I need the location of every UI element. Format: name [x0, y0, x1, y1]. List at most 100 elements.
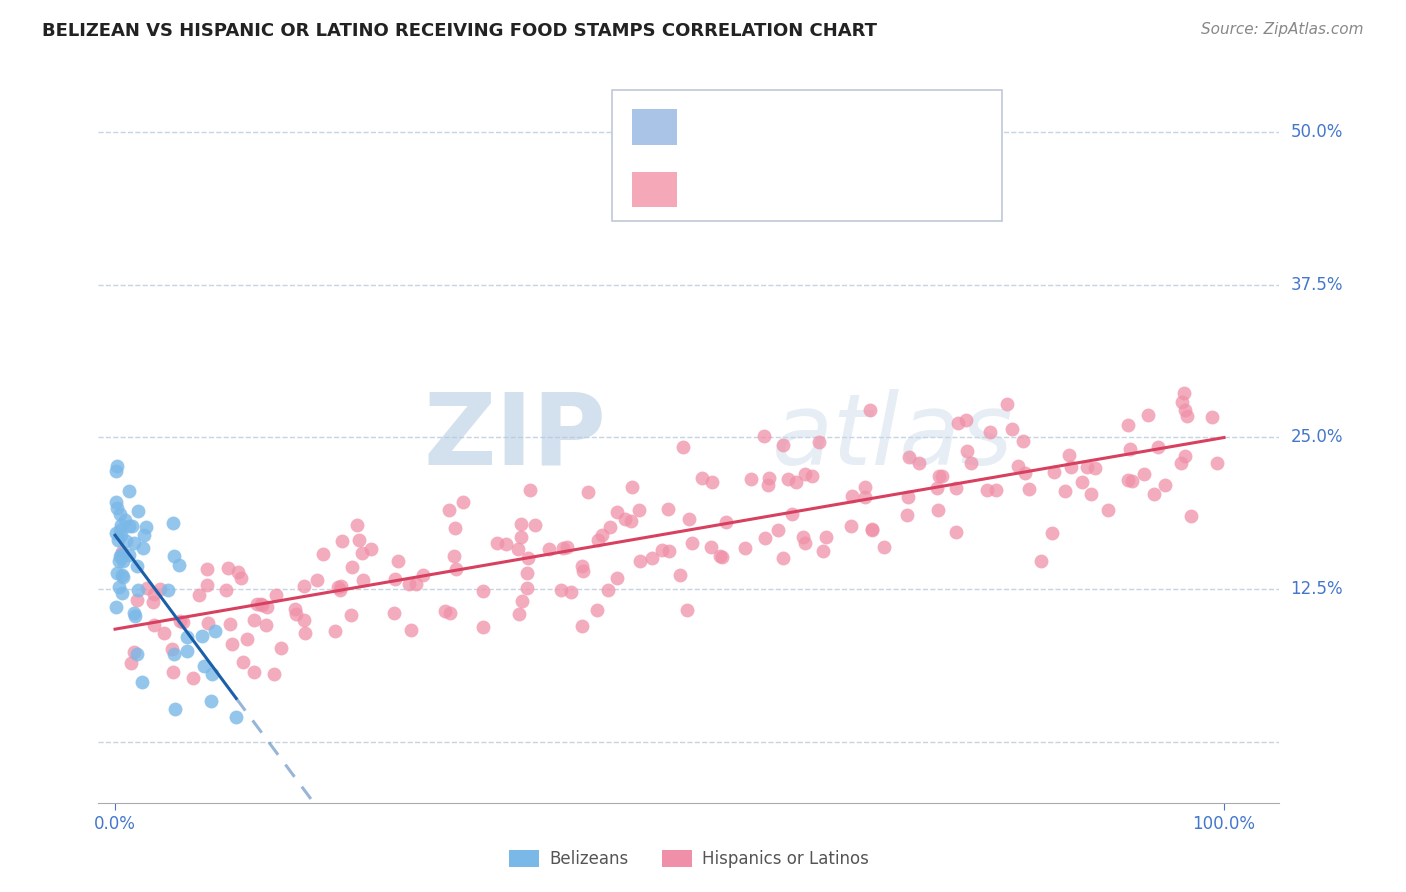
Point: [405, 576, 427, 591]
Point: [163, 647, 186, 661]
Point: [1121, 474, 1143, 488]
Point: [841, 489, 863, 503]
Point: [329, 583, 352, 598]
Point: [571, 619, 593, 633]
Point: [1119, 442, 1142, 456]
Point: [398, 577, 420, 591]
Point: [1060, 459, 1083, 474]
Point: [925, 481, 948, 495]
Point: [160, 641, 183, 656]
Point: [433, 604, 456, 618]
Text: BELIZEAN VS HISPANIC OR LATINO RECEIVING FOOD STAMPS CORRELATION CHART: BELIZEAN VS HISPANIC OR LATINO RECEIVING…: [42, 22, 877, 40]
Point: [156, 582, 179, 597]
Point: [330, 578, 353, 592]
Point: [758, 471, 780, 485]
Point: [1014, 466, 1036, 480]
Point: [792, 530, 814, 544]
Point: [384, 573, 406, 587]
Point: [1071, 475, 1094, 489]
Point: [292, 579, 315, 593]
Point: [588, 533, 610, 547]
Point: [399, 624, 422, 638]
Point: [471, 584, 494, 599]
Point: [811, 544, 834, 558]
Point: [256, 600, 278, 615]
Point: [641, 551, 664, 566]
Point: [346, 517, 368, 532]
Point: [197, 616, 219, 631]
Point: [193, 659, 215, 673]
Point: [519, 483, 541, 497]
Point: [201, 667, 224, 681]
Point: [555, 540, 578, 554]
Point: [1201, 409, 1223, 424]
Point: [176, 630, 198, 644]
Point: [1180, 508, 1202, 523]
Point: [252, 598, 274, 612]
Point: [995, 397, 1018, 411]
Point: [979, 425, 1001, 439]
Point: [1007, 458, 1029, 473]
Point: [284, 601, 307, 615]
Point: [117, 548, 139, 562]
Point: [127, 583, 149, 598]
Point: [754, 429, 776, 443]
Point: [734, 541, 756, 555]
Point: [860, 522, 883, 536]
Point: [801, 468, 824, 483]
Point: [1057, 448, 1080, 462]
Point: [508, 607, 530, 622]
Point: [1080, 487, 1102, 501]
Point: [510, 594, 533, 608]
Point: [195, 562, 218, 576]
Point: [628, 554, 651, 568]
Point: [107, 580, 129, 594]
Point: [134, 520, 156, 534]
Point: [1174, 449, 1197, 463]
Point: [1043, 465, 1066, 479]
Point: [143, 587, 166, 601]
Point: [710, 549, 733, 564]
Point: [1118, 473, 1140, 487]
Point: [772, 438, 794, 452]
Point: [614, 511, 637, 525]
Point: [945, 481, 967, 495]
Point: [125, 647, 148, 661]
Point: [960, 456, 983, 470]
Point: [127, 503, 149, 517]
Point: [1170, 456, 1192, 470]
Point: [785, 475, 807, 490]
Point: [215, 583, 238, 598]
Point: [153, 625, 176, 640]
Point: [984, 483, 1007, 498]
Point: [740, 472, 762, 486]
Point: [620, 480, 643, 494]
Point: [714, 515, 737, 529]
Point: [1137, 409, 1160, 423]
Point: [246, 597, 269, 611]
Point: [808, 434, 831, 449]
Point: [328, 580, 350, 594]
Point: [112, 570, 135, 584]
Point: [110, 549, 132, 563]
Point: [105, 464, 128, 478]
Point: [107, 554, 129, 568]
Point: [305, 573, 328, 587]
Point: [122, 645, 145, 659]
Point: [853, 480, 876, 494]
Point: [1042, 526, 1064, 541]
Point: [340, 608, 363, 623]
Point: [110, 550, 132, 565]
Point: [105, 458, 128, 473]
Point: [1142, 486, 1164, 500]
Point: [221, 637, 243, 651]
Point: [956, 443, 979, 458]
Point: [945, 524, 967, 539]
Point: [121, 519, 143, 533]
Point: [124, 608, 146, 623]
Point: [571, 558, 593, 573]
Point: [264, 589, 287, 603]
Point: [118, 483, 141, 498]
Point: [700, 475, 723, 490]
Point: [853, 490, 876, 504]
